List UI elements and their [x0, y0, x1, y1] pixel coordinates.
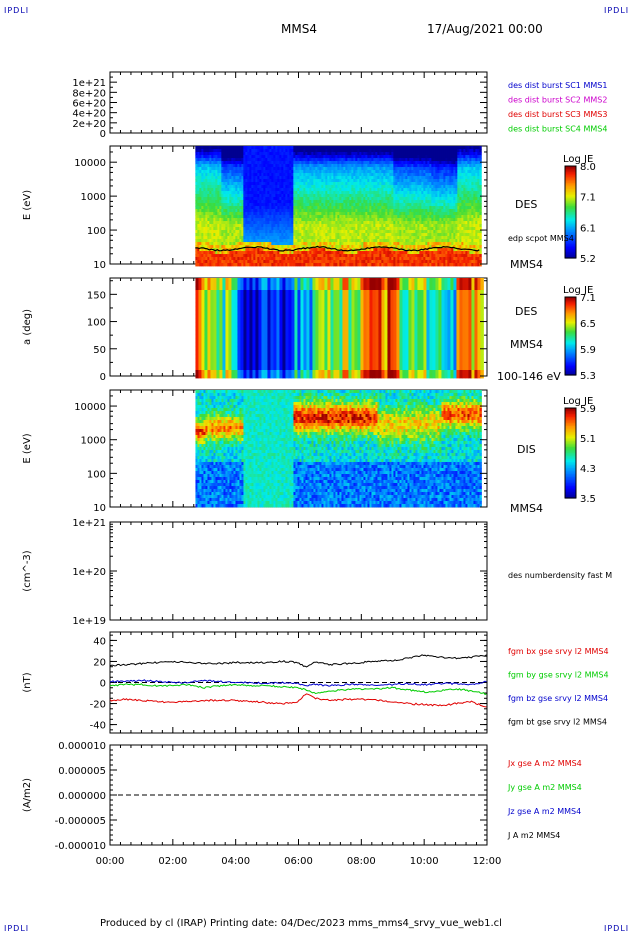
- legend-entry: des dist burst SC1 MMS1: [508, 81, 607, 90]
- legend-entry: des dist burst SC4 MMS4: [508, 125, 607, 134]
- panel-frame: [110, 72, 487, 133]
- y-tick-label: 0: [100, 129, 106, 140]
- legend-entry: des dist burst SC2 MMS2: [508, 96, 607, 105]
- legend-entry: des dist burst SC3 MMS3: [508, 110, 607, 119]
